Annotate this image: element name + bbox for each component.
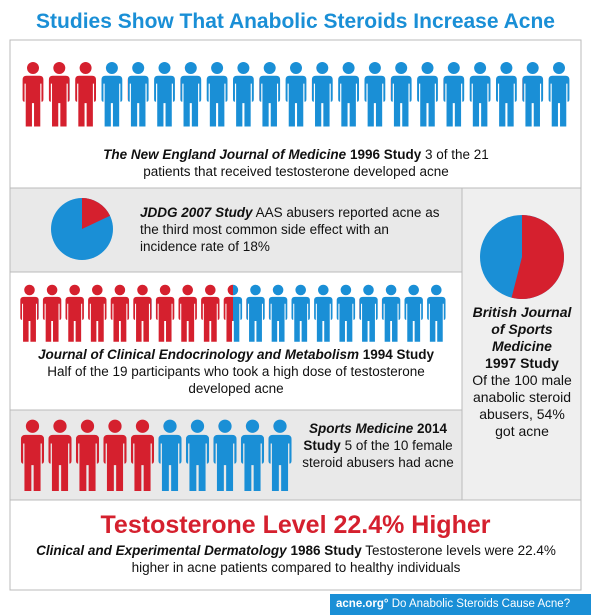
journal: Sports Medicine: [308, 421, 414, 436]
study-text: Journal of Clinical Endocrinology and Me…: [26, 346, 446, 397]
journal: The New England Journal of Medicine: [103, 147, 347, 162]
title: Studies Show That Anabolic Steroids Incr…: [36, 10, 555, 33]
study-year: 1997 Study: [485, 355, 559, 371]
study-year: 2007 Study: [181, 205, 253, 220]
footer: acne.org° Do Anabolic Steroids Cause Acn…: [336, 597, 588, 612]
study-year: 1996 Study: [349, 147, 422, 162]
caption: Do Anabolic Steroids Cause Acne?: [391, 598, 571, 610]
journal: JDDG: [140, 205, 178, 220]
study-desc: AAS abusers reported acne as the third m…: [140, 205, 440, 254]
pie-slice: [511, 215, 564, 299]
footer-bar: [330, 594, 591, 615]
study-year: 2014 Study: [303, 421, 448, 453]
study-text: The New England Journal of Medicine 1996…: [86, 146, 506, 180]
study-text: British Journal of Sports Medicine 1997 …: [468, 304, 576, 440]
site: acne.org°: [336, 598, 389, 610]
pie-slice: [82, 198, 111, 229]
journal: Journal of Clinical Endocrinology and Me…: [37, 347, 359, 362]
study-desc: Half of the 19 participants who took a h…: [47, 364, 425, 396]
study-desc: Of the 100 male anabolic steroid abusers…: [472, 372, 572, 439]
study-text: Clinical and Experimental Dermatology 19…: [36, 542, 556, 576]
study-year: 1994 Study: [362, 347, 435, 362]
headline: Testosterone Level 22.4% Higher: [100, 511, 491, 539]
study-text: Sports Medicine 2014 Study 5 of the 10 f…: [300, 420, 456, 471]
panel: [9, 499, 582, 591]
study-desc: 3 of the 21 patients that received testo…: [143, 147, 489, 179]
journal: Clinical and Experimental Dermatology: [36, 543, 287, 558]
study-year: 1986 Study: [290, 543, 362, 558]
journal: British Journal of Sports Medicine: [472, 304, 572, 354]
study-text: JDDG 2007 Study AAS abusers reported acn…: [140, 204, 440, 255]
study-desc: 5 of the 10 female steroid abusers had a…: [302, 438, 454, 470]
study-desc: Testosterone levels were 22.4% higher in…: [131, 543, 556, 575]
